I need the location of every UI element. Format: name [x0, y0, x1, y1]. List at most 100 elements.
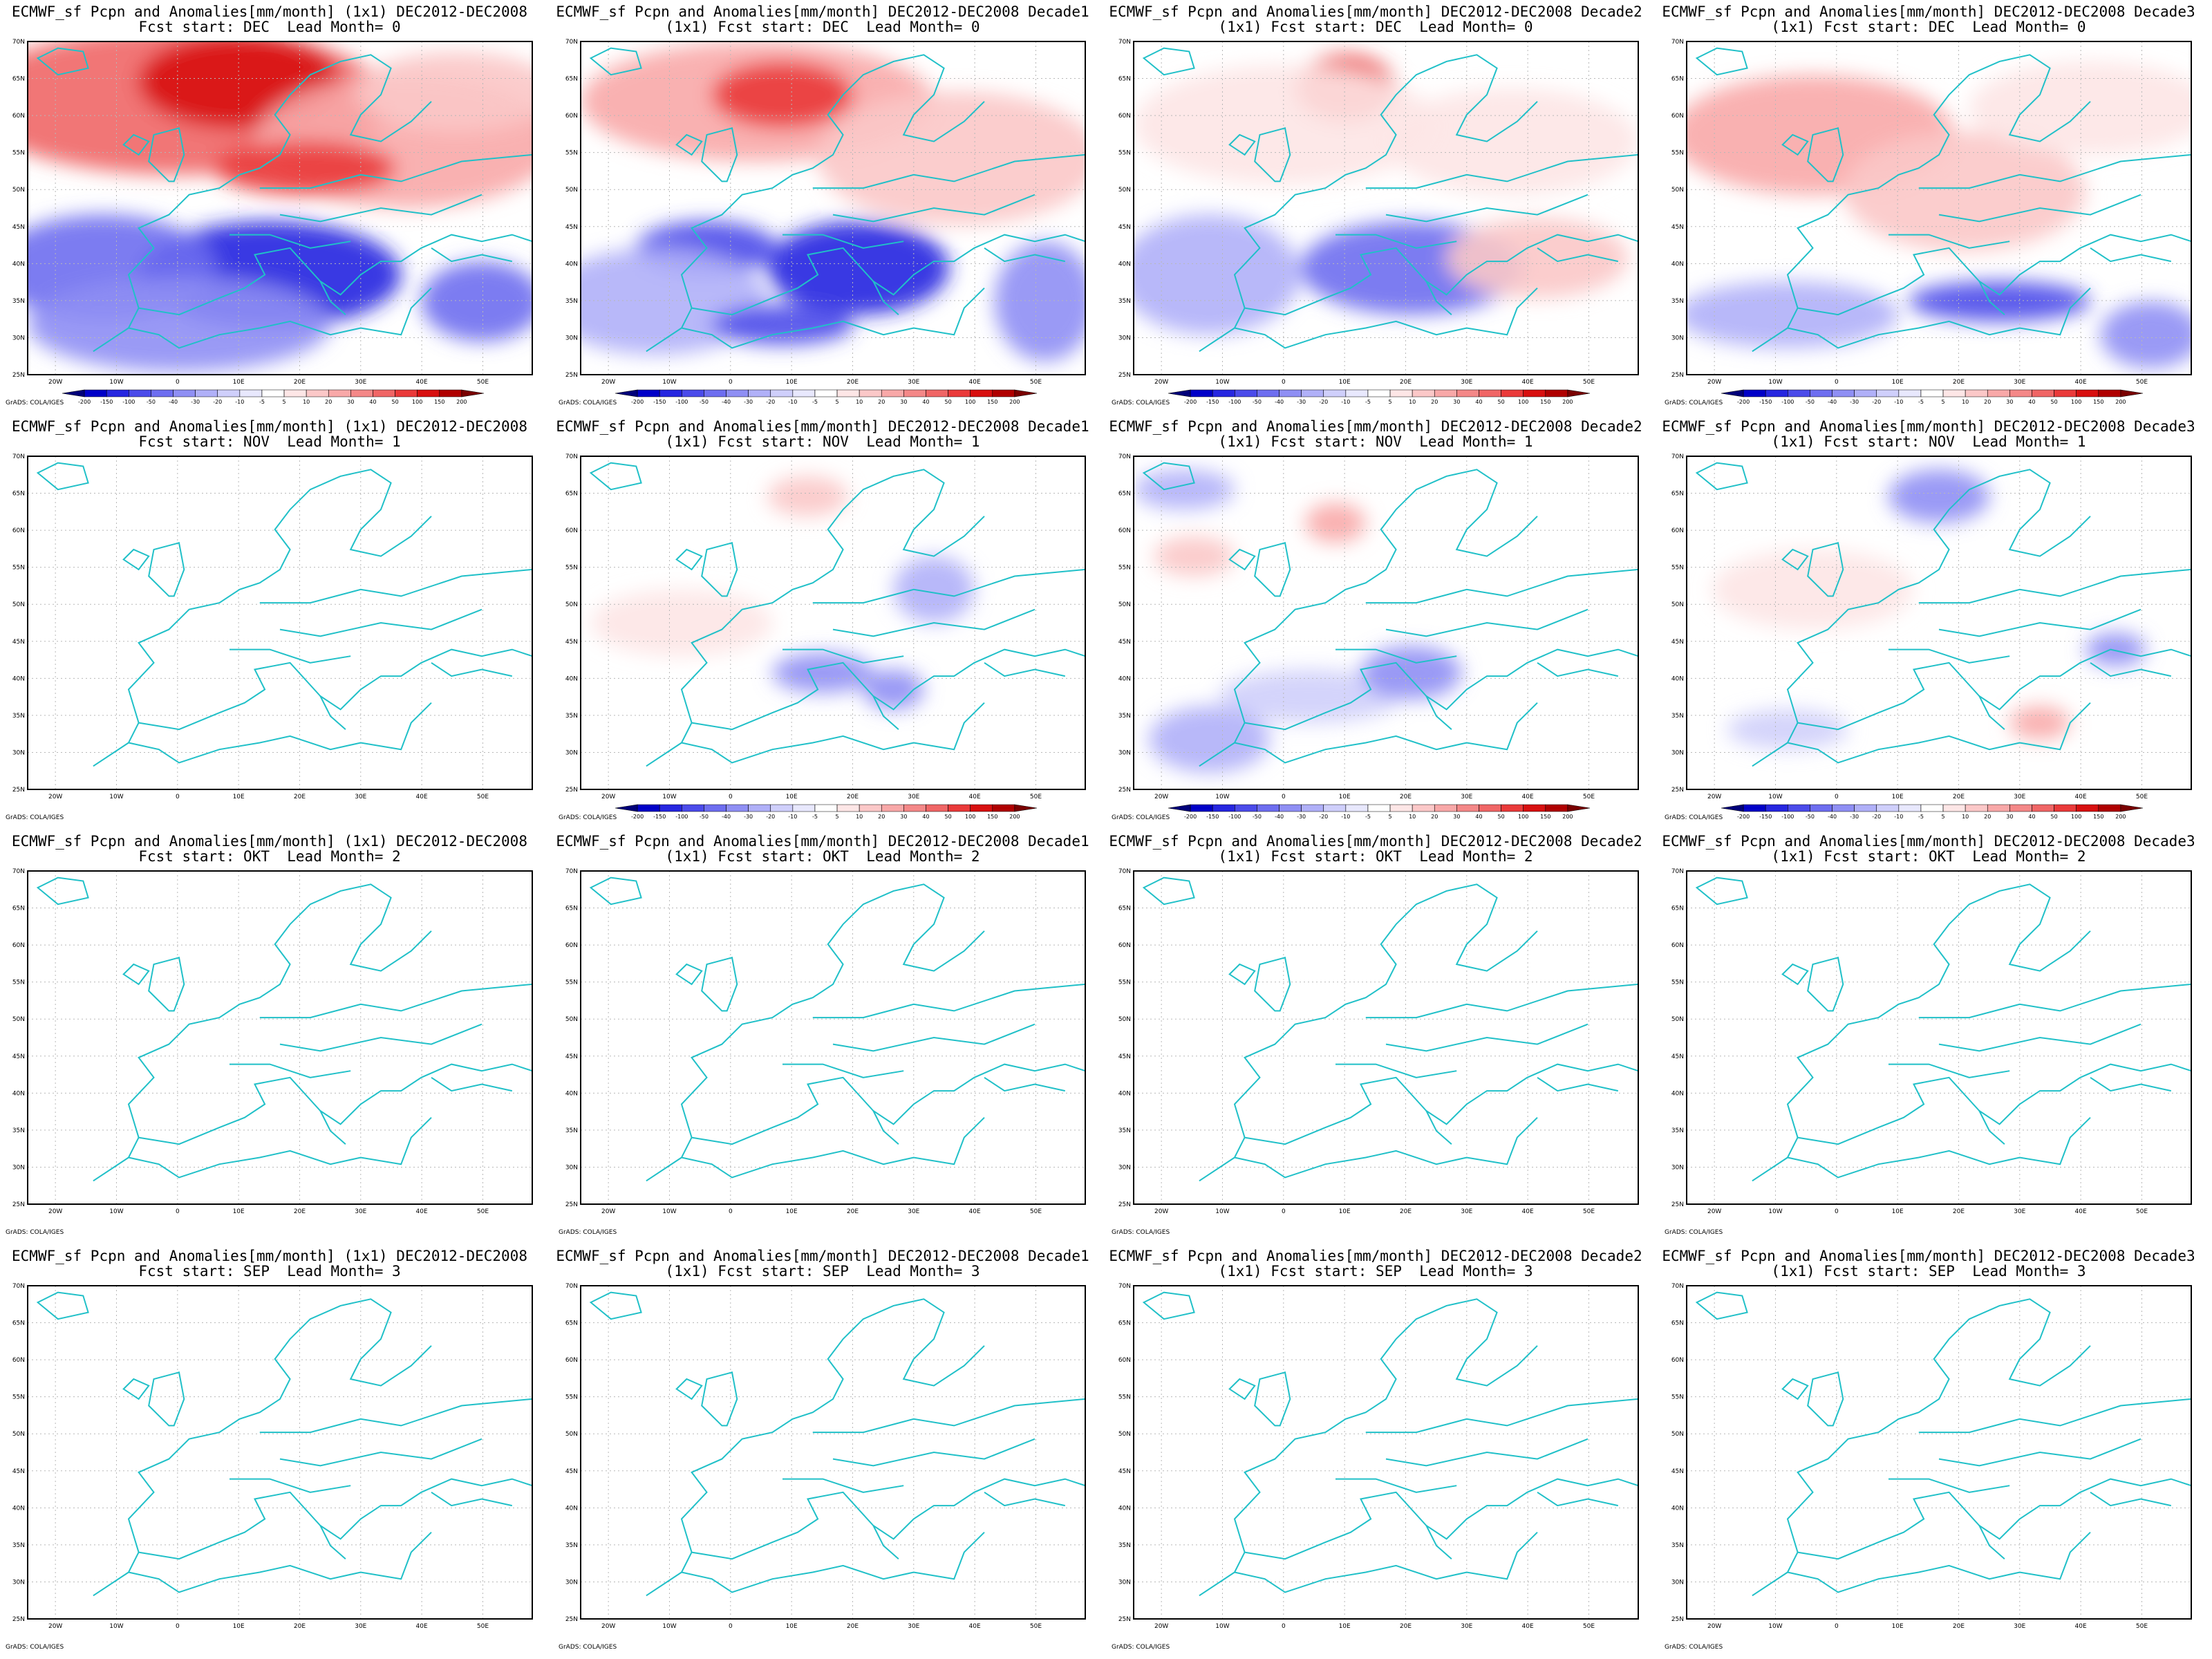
coastline	[646, 1478, 1086, 1597]
lon-tick-label: 50E	[2136, 379, 2148, 386]
lat-tick-label: 25N	[12, 1616, 25, 1623]
lat-tick-label: 40N	[565, 1505, 578, 1512]
lon-tick-label: 40E	[1522, 379, 1534, 386]
coastline	[319, 1110, 346, 1145]
lat-tick-label: 35N	[1118, 1127, 1131, 1134]
coastline	[1786, 54, 2091, 308]
coastline	[1233, 54, 1538, 308]
lat-tick-label: 45N	[565, 639, 578, 646]
colorbar-swatch	[1279, 804, 1302, 812]
lon-tick-label: 10W	[109, 1623, 123, 1630]
colorbar-swatch	[1212, 804, 1235, 812]
lat-tick-label: 65N	[1118, 906, 1131, 912]
colorbar-label: -200	[1184, 399, 1197, 405]
colorbar-swatch	[2120, 389, 2144, 397]
colorbar-label: 20	[325, 399, 332, 405]
coastline	[1786, 469, 2091, 723]
colorbar-swatch	[1501, 804, 1524, 812]
lat-tick-label: 65N	[565, 1320, 578, 1327]
coastline	[1695, 1291, 1748, 1320]
colorbar-swatch	[1810, 389, 1833, 397]
lat-tick-label: 70N	[12, 1283, 25, 1290]
coastline	[782, 1063, 904, 1078]
colorbar-label: 40	[922, 814, 929, 820]
coastline	[279, 1023, 482, 1052]
anomaly-area	[1219, 669, 1401, 723]
lon-tick-label: 10W	[1768, 1208, 1782, 1215]
coastline	[1142, 462, 1195, 491]
coastline	[122, 963, 150, 986]
plot-frame	[1133, 41, 1639, 375]
plot-frame	[1133, 1285, 1639, 1620]
map-plot: 70N 65N 60N 55N 50N 45N 40N 35N 30N 25N 20W 10W 0 10E…	[565, 868, 1086, 1215]
colorbar-swatch	[1832, 389, 1855, 397]
colorbar-swatch	[1788, 389, 1810, 397]
lon-tick-label: 0	[1835, 794, 1839, 800]
credit-label: GrADS: COLA/IGES	[559, 400, 617, 406]
panel-subtitle: (1x1) Fcst start: OKT Lead Month= 2	[1218, 848, 1533, 865]
map-panel: ECMWF_sf Pcpn and Anomalies[mm/month] (1…	[0, 830, 553, 1244]
lat-tick-label: 60N	[1671, 942, 1684, 949]
colorbar-swatch	[417, 389, 440, 397]
coastline	[1938, 1438, 2141, 1467]
colorbar-label: 50	[391, 399, 398, 405]
lat-tick-label: 60N	[1118, 942, 1131, 949]
lat-tick-label: 65N	[1118, 491, 1131, 498]
lon-tick-label: 0	[729, 379, 733, 386]
coastline	[128, 1116, 432, 1179]
lon-tick-label: 50E	[1030, 1623, 1042, 1630]
colorbar-label: 40	[922, 399, 929, 405]
colorbar-swatch	[1168, 389, 1191, 397]
panel-subtitle: (1x1) Fcst start: SEP Lead Month= 3	[1218, 1263, 1533, 1280]
lon-tick-label: 20E	[1400, 1623, 1412, 1630]
colorbar-label: -100	[1781, 399, 1794, 405]
colorbar-swatch	[659, 804, 682, 812]
lat-tick-label: 55N	[1671, 980, 1684, 986]
colorbar-swatch	[1987, 389, 2010, 397]
colorbar-label: -200	[78, 399, 91, 405]
colorbar-label: -200	[1737, 399, 1750, 405]
lat-tick-label: 45N	[1118, 1468, 1131, 1475]
colorbar-label: 150	[434, 399, 444, 405]
colorbar-label: -10	[1894, 814, 1903, 820]
lat-tick-label: 60N	[565, 527, 578, 534]
colorbar-swatch	[1743, 389, 1766, 397]
lat-tick-label: 25N	[12, 372, 25, 379]
panel-title: ECMWF_sf Pcpn and Anomalies[mm/month] DE…	[1662, 833, 2195, 850]
coastline	[1537, 662, 1619, 677]
lat-tick-label: 25N	[1118, 787, 1131, 794]
colorbar-label: -150	[1759, 814, 1772, 820]
coastline	[1199, 1478, 1639, 1597]
lat-tick-label: 50N	[1671, 187, 1684, 194]
lat-tick-label: 65N	[565, 76, 578, 83]
lon-tick-label: 50E	[477, 1623, 489, 1630]
lat-tick-label: 45N	[1671, 1053, 1684, 1060]
lat-tick-label: 50N	[1671, 601, 1684, 608]
coastline	[229, 1063, 351, 1078]
lat-tick-label: 55N	[565, 980, 578, 986]
lon-tick-label: 10E	[1339, 1623, 1351, 1630]
anomaly-area	[1134, 64, 1436, 185]
lon-tick-label: 40E	[2075, 794, 2087, 800]
coastline	[984, 662, 1066, 677]
panel-subtitle: (1x1) Fcst start: OKT Lead Month= 2	[1771, 848, 2086, 865]
plot-frame	[27, 41, 533, 375]
colorbar-swatch	[1345, 804, 1369, 812]
colorbar-label: -200	[1737, 814, 1750, 820]
lon-tick-label: 0	[176, 1208, 180, 1215]
colorbar-label: -50	[700, 399, 709, 405]
map-panel: ECMWF_sf Pcpn and Anomalies[mm/month] DE…	[1659, 415, 2212, 830]
lon-tick-label: 20E	[294, 1208, 306, 1215]
lon-tick-label: 10E	[1892, 1208, 1904, 1215]
colorbar-swatch	[770, 804, 794, 812]
coastline	[872, 695, 899, 730]
colorbar-label: 30	[2006, 399, 2013, 405]
colorbar-swatch	[926, 804, 948, 812]
credit-label: GrADS: COLA/IGES	[1665, 1229, 1723, 1236]
lat-tick-label: 40N	[1118, 1505, 1131, 1512]
anomaly-area	[1360, 646, 1462, 700]
coastline	[1888, 1478, 2010, 1493]
colorbar-label: -5	[1365, 399, 1371, 405]
colorbar-swatch	[1854, 389, 1877, 397]
lat-tick-label: 35N	[565, 1542, 578, 1549]
